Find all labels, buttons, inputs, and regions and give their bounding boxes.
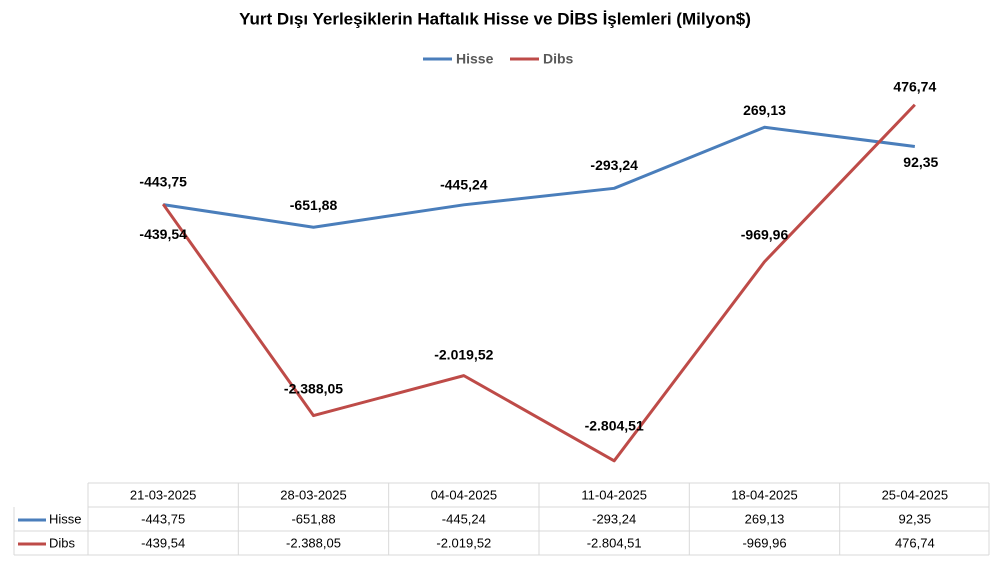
data-label: -445,24 (440, 177, 488, 193)
table-cell: -651,88 (291, 511, 335, 526)
table-header: 18-04-2025 (731, 487, 798, 502)
table-cell: -439,54 (141, 535, 185, 550)
chart-title: Yurt Dışı Yerleşiklerin Haftalık Hisse v… (239, 9, 751, 28)
table-cell: 476,74 (895, 535, 935, 550)
data-label: 476,74 (893, 78, 936, 94)
series-line (161, 103, 916, 463)
table-cell: -293,24 (592, 511, 636, 526)
data-label: -293,24 (590, 157, 638, 173)
table-cell: 269,13 (745, 511, 785, 526)
table-header: 04-04-2025 (431, 487, 498, 502)
table-cell: -2.019,52 (436, 535, 491, 550)
data-label: -651,88 (290, 197, 338, 213)
table-row-label: Hisse (49, 511, 82, 526)
table-header: 21-03-2025 (130, 487, 197, 502)
table-cell: -443,75 (141, 511, 185, 526)
table-cell: -445,24 (442, 511, 486, 526)
table-cell: -2.388,05 (286, 535, 341, 550)
data-label: -969,96 (741, 226, 789, 242)
data-label: -443,75 (139, 173, 187, 189)
legend-label: Dibs (543, 51, 574, 67)
table-header: 11-04-2025 (581, 487, 647, 502)
table-cell: 92,35 (899, 511, 932, 526)
legend-label: Hisse (456, 51, 494, 67)
table-header: 25-04-2025 (882, 487, 949, 502)
data-label: -2.804,51 (585, 417, 644, 433)
data-label: -2.019,52 (434, 346, 493, 362)
table-header: 28-03-2025 (280, 487, 347, 502)
series-line (162, 125, 916, 229)
data-label: -2.388,05 (284, 380, 343, 396)
data-label: 269,13 (743, 102, 786, 118)
table-cell: -2.804,51 (587, 535, 642, 550)
data-label: -439,54 (139, 226, 187, 242)
table-row-label: Dibs (49, 535, 76, 550)
data-label: 92,35 (903, 154, 938, 170)
table-cell: -969,96 (742, 535, 786, 550)
